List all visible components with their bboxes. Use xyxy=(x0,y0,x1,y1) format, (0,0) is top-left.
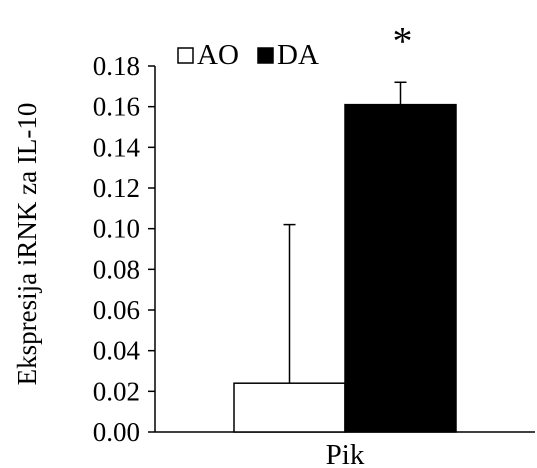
x-axis: Pik xyxy=(155,431,535,468)
bars: * xyxy=(233,18,457,433)
bar-da xyxy=(344,103,457,433)
y-axis: 0.00 0.02 0.04 0.06 0.08 0.10 0.12 0.14 0.16 0.18 xyxy=(93,51,156,447)
y-tick-label: 0.18 xyxy=(93,51,140,81)
y-tick-label: 0.00 xyxy=(93,417,140,447)
y-tick-label: 0.14 xyxy=(93,132,141,162)
bar-ao xyxy=(233,382,346,433)
y-tick-label: 0.02 xyxy=(93,376,140,406)
y-tick-label: 0.12 xyxy=(93,173,140,203)
significance-asterisk: * xyxy=(393,18,413,63)
y-tick-label: 0.08 xyxy=(93,254,140,284)
y-tick-label: 0.10 xyxy=(93,214,140,244)
legend-swatch-da xyxy=(257,47,274,64)
y-tick-label: 0.04 xyxy=(93,336,141,366)
legend: AO DA xyxy=(177,39,319,71)
legend-label-ao: AO xyxy=(197,39,239,71)
y-tick-label: 0.06 xyxy=(93,295,140,325)
y-tick-label: 0.16 xyxy=(93,92,140,122)
legend-label-da: DA xyxy=(277,39,319,71)
y-axis-title: Ekspresija iRNK za IL-10 xyxy=(12,103,42,386)
legend-swatch-ao xyxy=(177,47,194,64)
x-tick-label: Pik xyxy=(326,439,365,468)
